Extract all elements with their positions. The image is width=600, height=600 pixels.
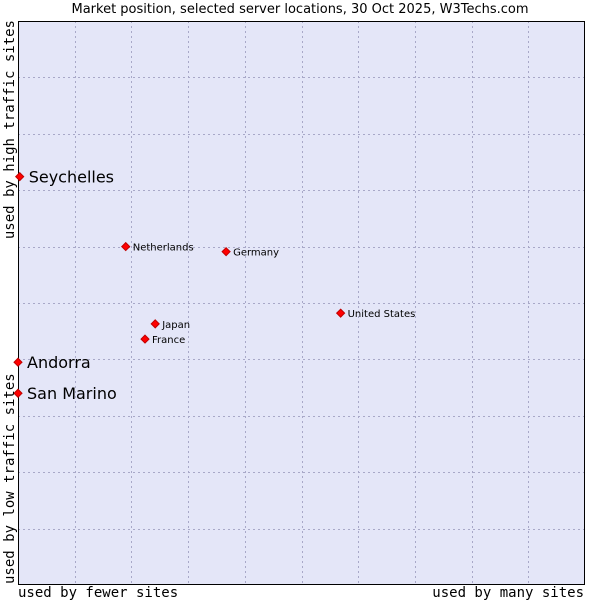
data-points: Seychelles Netherlands Germany United State… [13,168,416,403]
point-label-netherlands: Netherlands [133,243,194,254]
point-san-marino [13,388,23,398]
point-label-japan: Japan [161,320,190,331]
point-seychelles [14,171,25,182]
point-label-united-states: United States [348,309,416,320]
point-label-andorra: Andorra [27,353,91,372]
grid [18,21,585,585]
plot-area [18,21,585,585]
y-axis-label-top: used by high traffic sites [2,20,18,239]
point-germany [221,246,231,257]
point-japan [150,319,160,329]
x-axis-label-left: used by fewer sites [18,585,178,600]
point-label-germany: Germany [233,248,279,259]
point-label-france: France [152,335,185,346]
plot-border [18,21,585,585]
point-andorra [13,357,23,367]
point-france [140,334,150,344]
point-label-seychelles: Seychelles [29,168,114,187]
point-netherlands [121,241,131,252]
y-axis-label-bottom: used by low traffic sites [2,373,18,584]
chart-title: Market position, selected server locatio… [71,2,529,17]
point-label-san-marino: San Marino [27,384,117,403]
point-united-states [335,308,346,318]
x-axis-label-right: used by many sites [432,585,584,600]
